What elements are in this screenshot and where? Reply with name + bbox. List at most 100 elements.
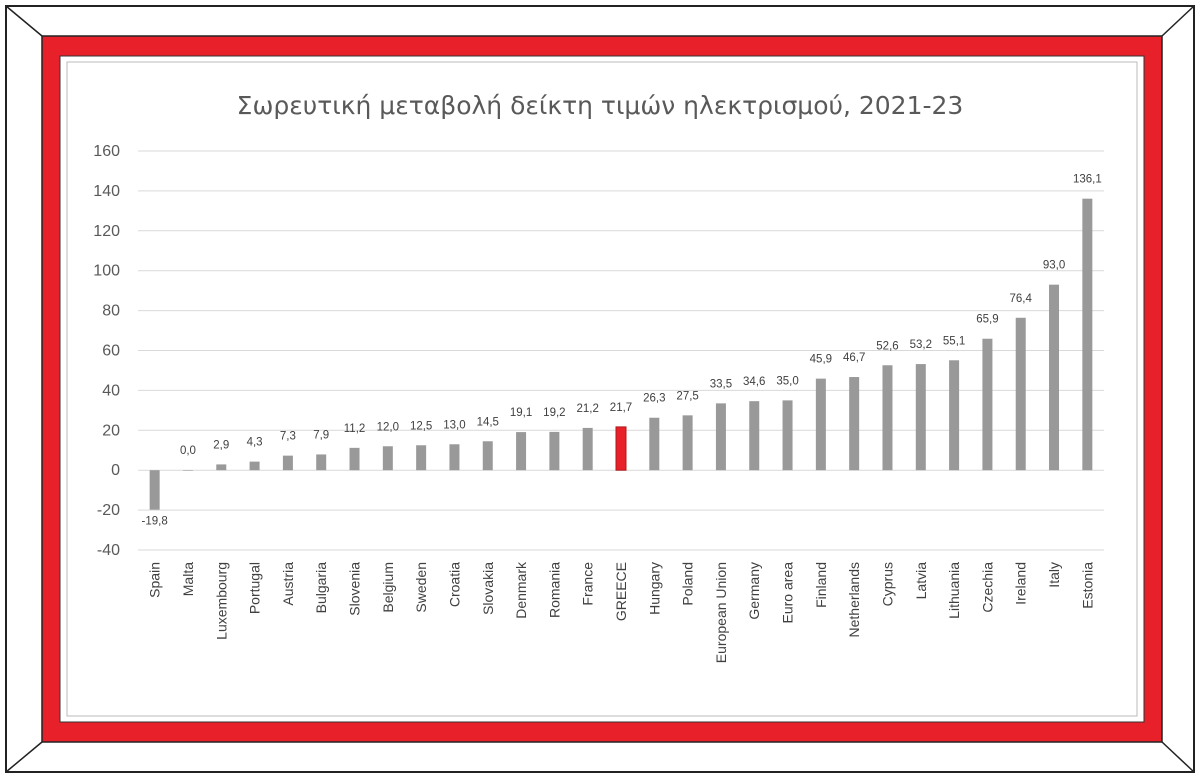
- bar: [282, 455, 293, 471]
- bar: [615, 426, 627, 471]
- data-label: 65,9: [976, 314, 998, 326]
- data-label: 55,1: [943, 335, 965, 347]
- data-label: 13,0: [443, 419, 465, 431]
- category-label: Luxembourg: [213, 562, 229, 640]
- category-label: Czechia: [979, 562, 995, 613]
- y-tick-label: 120: [93, 223, 120, 240]
- bar: [782, 400, 793, 471]
- category-label: Italy: [1046, 562, 1062, 588]
- bar: [982, 338, 993, 471]
- category-label: Bulgaria: [313, 562, 329, 614]
- bar: [1015, 317, 1026, 471]
- category-label: Romania: [546, 562, 562, 618]
- data-label: -19,8: [142, 516, 168, 528]
- y-axis: 160 140 120 100 80 60 40 20 0 -20 -40: [93, 143, 120, 559]
- bar: [715, 403, 726, 471]
- bar: [416, 445, 427, 471]
- category-label: European Union: [713, 562, 729, 663]
- data-label: 27,5: [676, 390, 698, 402]
- bar: [382, 446, 393, 471]
- data-label: 136,1: [1073, 174, 1102, 186]
- data-labels: -19,8 0,0 2,9 4,3 7,3 7,9 11,2 12,0 12,5 13,0 14,5…: [142, 174, 1102, 528]
- bars: [149, 198, 1093, 510]
- category-label: Malta: [180, 562, 196, 596]
- y-tick-label: 0: [111, 462, 120, 479]
- category-label: Germany: [746, 562, 762, 620]
- bar: [316, 454, 327, 471]
- data-label: 46,7: [843, 352, 865, 364]
- data-label: 21,2: [576, 403, 598, 415]
- bar: [949, 360, 960, 471]
- data-label: 7,9: [313, 429, 329, 441]
- bar: [849, 377, 860, 471]
- bar: [582, 427, 593, 471]
- category-label: Portugal: [247, 562, 263, 614]
- bar: [549, 431, 560, 471]
- data-label: 2,9: [213, 439, 229, 451]
- category-label: Netherlands: [846, 562, 862, 638]
- bar: [682, 415, 693, 471]
- category-labels: Spain Malta Luxembourg Portugal Austria Bulga…: [147, 561, 1096, 663]
- category-label: Belgium: [380, 562, 396, 613]
- data-label: 76,4: [1010, 293, 1033, 305]
- data-label: 19,2: [543, 407, 565, 419]
- data-label: 4,3: [247, 437, 263, 449]
- category-label: Spain: [147, 562, 163, 598]
- y-tick-label: 160: [93, 143, 120, 160]
- category-label: Slovenia: [347, 562, 363, 616]
- y-tick-label: 80: [102, 303, 120, 320]
- category-label: France: [580, 562, 596, 606]
- bar: [915, 364, 926, 471]
- category-label: Ireland: [1013, 562, 1029, 605]
- data-label: 7,3: [280, 431, 296, 443]
- category-label: GREECE: [613, 562, 629, 621]
- bar: [216, 464, 227, 471]
- data-label: 0,0: [180, 445, 196, 457]
- category-label: Estonia: [1079, 562, 1095, 609]
- data-label: 11,2: [344, 423, 366, 435]
- bar: [349, 447, 360, 471]
- data-label: 53,2: [910, 339, 932, 351]
- data-label: 35,0: [776, 375, 798, 387]
- category-label: Finland: [813, 562, 829, 608]
- y-tick-label: 100: [93, 263, 120, 280]
- bar: [882, 365, 893, 471]
- data-label: 45,9: [810, 354, 832, 366]
- category-label: Hungary: [646, 562, 662, 615]
- y-tick-label: 20: [102, 422, 120, 439]
- data-label: 93,0: [1043, 260, 1065, 272]
- y-tick-label: 140: [93, 183, 120, 200]
- bar: [1082, 198, 1093, 471]
- category-label: Denmark: [513, 561, 529, 619]
- gridlines: [138, 150, 1104, 551]
- data-label: 34,6: [743, 376, 765, 388]
- category-label: Sweden: [413, 562, 429, 613]
- bar: [649, 417, 660, 471]
- category-label: Poland: [680, 562, 696, 606]
- y-tick-label: 60: [102, 343, 120, 360]
- data-label: 14,5: [477, 416, 499, 428]
- data-label: 19,1: [510, 407, 532, 419]
- bar: [182, 470, 193, 471]
- data-label: 21,7: [610, 402, 632, 414]
- chart-title: Σωρευτική μεταβολή δείκτη τιμών ηλεκτρισ…: [237, 91, 964, 120]
- category-label: Slovakia: [480, 562, 496, 615]
- bar: [516, 432, 527, 471]
- bar: [815, 378, 826, 471]
- y-tick-label: -20: [97, 502, 120, 519]
- bar: [449, 444, 460, 471]
- category-label: Austria: [280, 562, 296, 606]
- category-label: Cyprus: [879, 562, 895, 606]
- data-label: 12,0: [377, 421, 399, 433]
- data-label: 26,3: [643, 393, 665, 405]
- category-label: Euro area: [780, 562, 796, 624]
- category-label: Latvia: [913, 562, 929, 600]
- bar: [149, 470, 160, 510]
- category-label: Croatia: [446, 562, 462, 607]
- y-tick-label: 40: [102, 382, 120, 399]
- bar: [249, 461, 260, 471]
- data-label: 52,6: [876, 340, 898, 352]
- bar: [1049, 284, 1060, 471]
